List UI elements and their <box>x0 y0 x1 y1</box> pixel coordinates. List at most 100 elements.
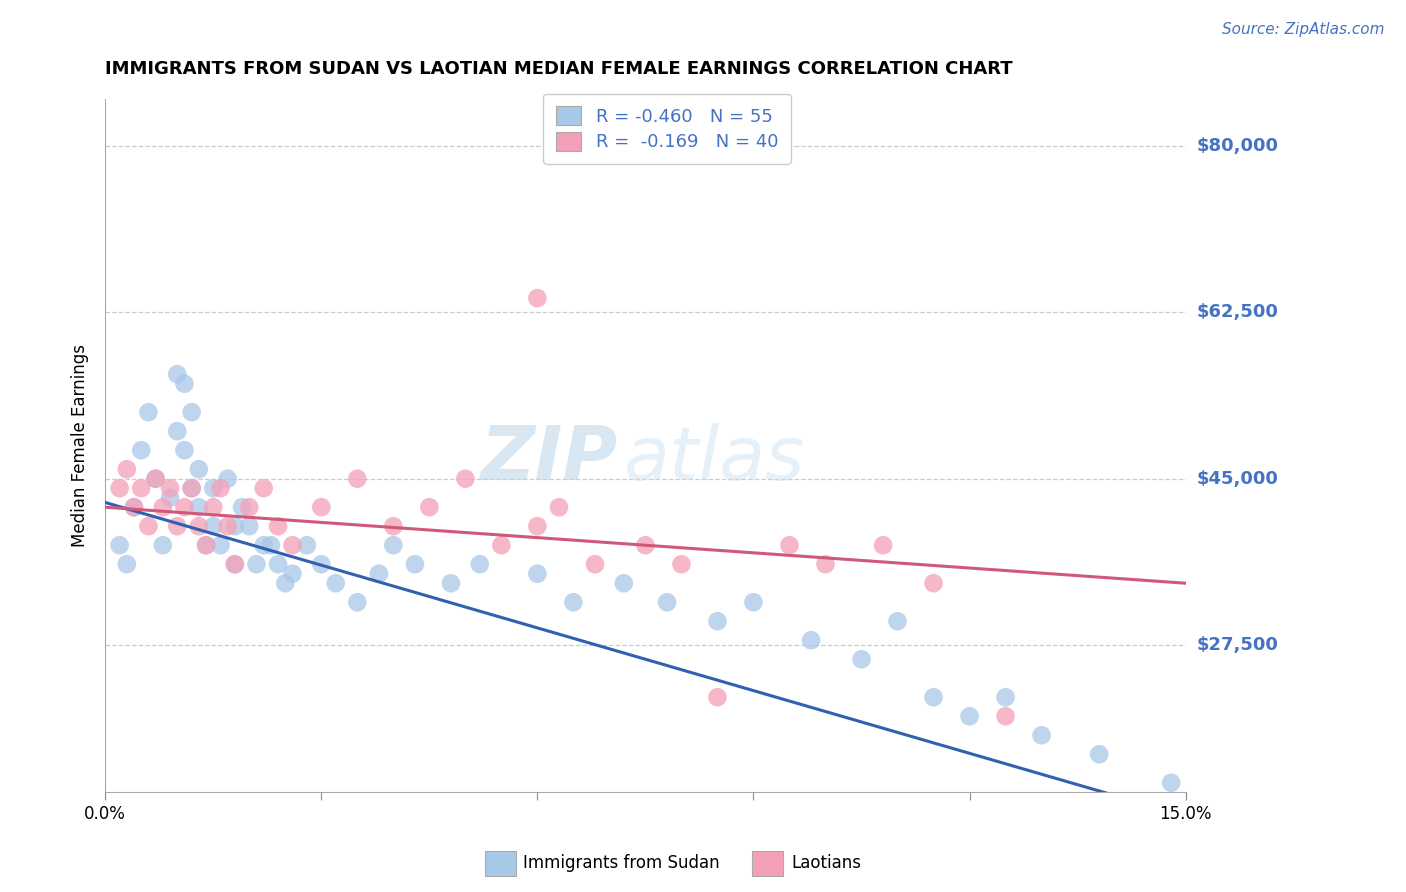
Point <box>166 367 188 381</box>
Point <box>311 500 333 515</box>
Point <box>886 614 908 628</box>
Point <box>145 472 167 486</box>
Point <box>994 690 1017 705</box>
Point <box>994 709 1017 723</box>
Point <box>238 519 260 533</box>
Point <box>779 538 801 552</box>
Point <box>108 538 131 552</box>
Point <box>526 291 548 305</box>
Point <box>440 576 463 591</box>
Point <box>209 538 232 552</box>
Text: Immigrants from Sudan: Immigrants from Sudan <box>523 855 720 872</box>
Point <box>418 500 440 515</box>
Point <box>526 566 548 581</box>
Point <box>1031 728 1053 742</box>
Point <box>267 558 290 572</box>
Text: $62,500: $62,500 <box>1197 303 1278 321</box>
Point <box>122 500 145 515</box>
Text: $80,000: $80,000 <box>1197 137 1278 155</box>
Point <box>129 481 152 495</box>
Point <box>814 558 837 572</box>
Point <box>173 500 195 515</box>
Y-axis label: Median Female Earnings: Median Female Earnings <box>72 344 89 547</box>
Point <box>800 633 823 648</box>
Point <box>634 538 657 552</box>
Point <box>152 500 174 515</box>
Point <box>1160 776 1182 790</box>
Point <box>742 595 765 609</box>
Text: IMMIGRANTS FROM SUDAN VS LAOTIAN MEDIAN FEMALE EARNINGS CORRELATION CHART: IMMIGRANTS FROM SUDAN VS LAOTIAN MEDIAN … <box>105 60 1012 78</box>
Point <box>187 500 209 515</box>
Text: atlas: atlas <box>624 424 806 495</box>
Point <box>706 690 728 705</box>
Point <box>115 462 138 476</box>
Point <box>209 481 232 495</box>
Point <box>922 690 945 705</box>
Point <box>224 558 246 572</box>
Point <box>454 472 477 486</box>
Point <box>245 558 267 572</box>
Point <box>231 500 253 515</box>
Point <box>346 595 368 609</box>
Point <box>562 595 585 609</box>
Point <box>129 443 152 458</box>
Point <box>671 558 693 572</box>
Point <box>404 558 426 572</box>
Point <box>159 491 181 505</box>
Text: Source: ZipAtlas.com: Source: ZipAtlas.com <box>1222 22 1385 37</box>
Point <box>253 538 276 552</box>
Point <box>959 709 981 723</box>
Point <box>526 519 548 533</box>
Point <box>260 538 283 552</box>
Point <box>613 576 636 591</box>
Point <box>548 500 571 515</box>
Point <box>267 519 290 533</box>
Point <box>138 405 160 419</box>
Point <box>166 424 188 438</box>
Point <box>491 538 513 552</box>
Point <box>180 481 202 495</box>
Point <box>173 376 195 391</box>
Point <box>202 481 225 495</box>
Point <box>202 500 225 515</box>
Point <box>295 538 318 552</box>
Point <box>382 538 405 552</box>
Point <box>159 481 181 495</box>
Point <box>325 576 347 591</box>
Point <box>382 519 405 533</box>
Point <box>173 443 195 458</box>
Point <box>706 614 728 628</box>
Point <box>281 566 304 581</box>
Point <box>1088 747 1111 762</box>
Text: $27,500: $27,500 <box>1197 636 1278 654</box>
Point <box>253 481 276 495</box>
Point <box>195 538 218 552</box>
Point <box>195 538 218 552</box>
Legend: R = -0.460   N = 55, R =  -0.169   N = 40: R = -0.460 N = 55, R = -0.169 N = 40 <box>543 94 790 164</box>
Point <box>180 481 202 495</box>
Text: ZIP: ZIP <box>481 423 619 496</box>
Point <box>311 558 333 572</box>
Point <box>468 558 491 572</box>
Point <box>152 538 174 552</box>
Point <box>122 500 145 515</box>
Point <box>187 462 209 476</box>
Point <box>145 472 167 486</box>
Point <box>187 519 209 533</box>
Point <box>872 538 894 552</box>
Text: Laotians: Laotians <box>792 855 862 872</box>
Point <box>138 519 160 533</box>
Point <box>166 519 188 533</box>
Text: $45,000: $45,000 <box>1197 470 1278 488</box>
Point <box>224 519 246 533</box>
Point <box>202 519 225 533</box>
Point <box>583 558 606 572</box>
Point <box>217 472 239 486</box>
Point <box>238 500 260 515</box>
Point <box>655 595 678 609</box>
Point <box>851 652 873 666</box>
Point <box>274 576 297 591</box>
Point <box>922 576 945 591</box>
Point <box>367 566 389 581</box>
Point <box>346 472 368 486</box>
